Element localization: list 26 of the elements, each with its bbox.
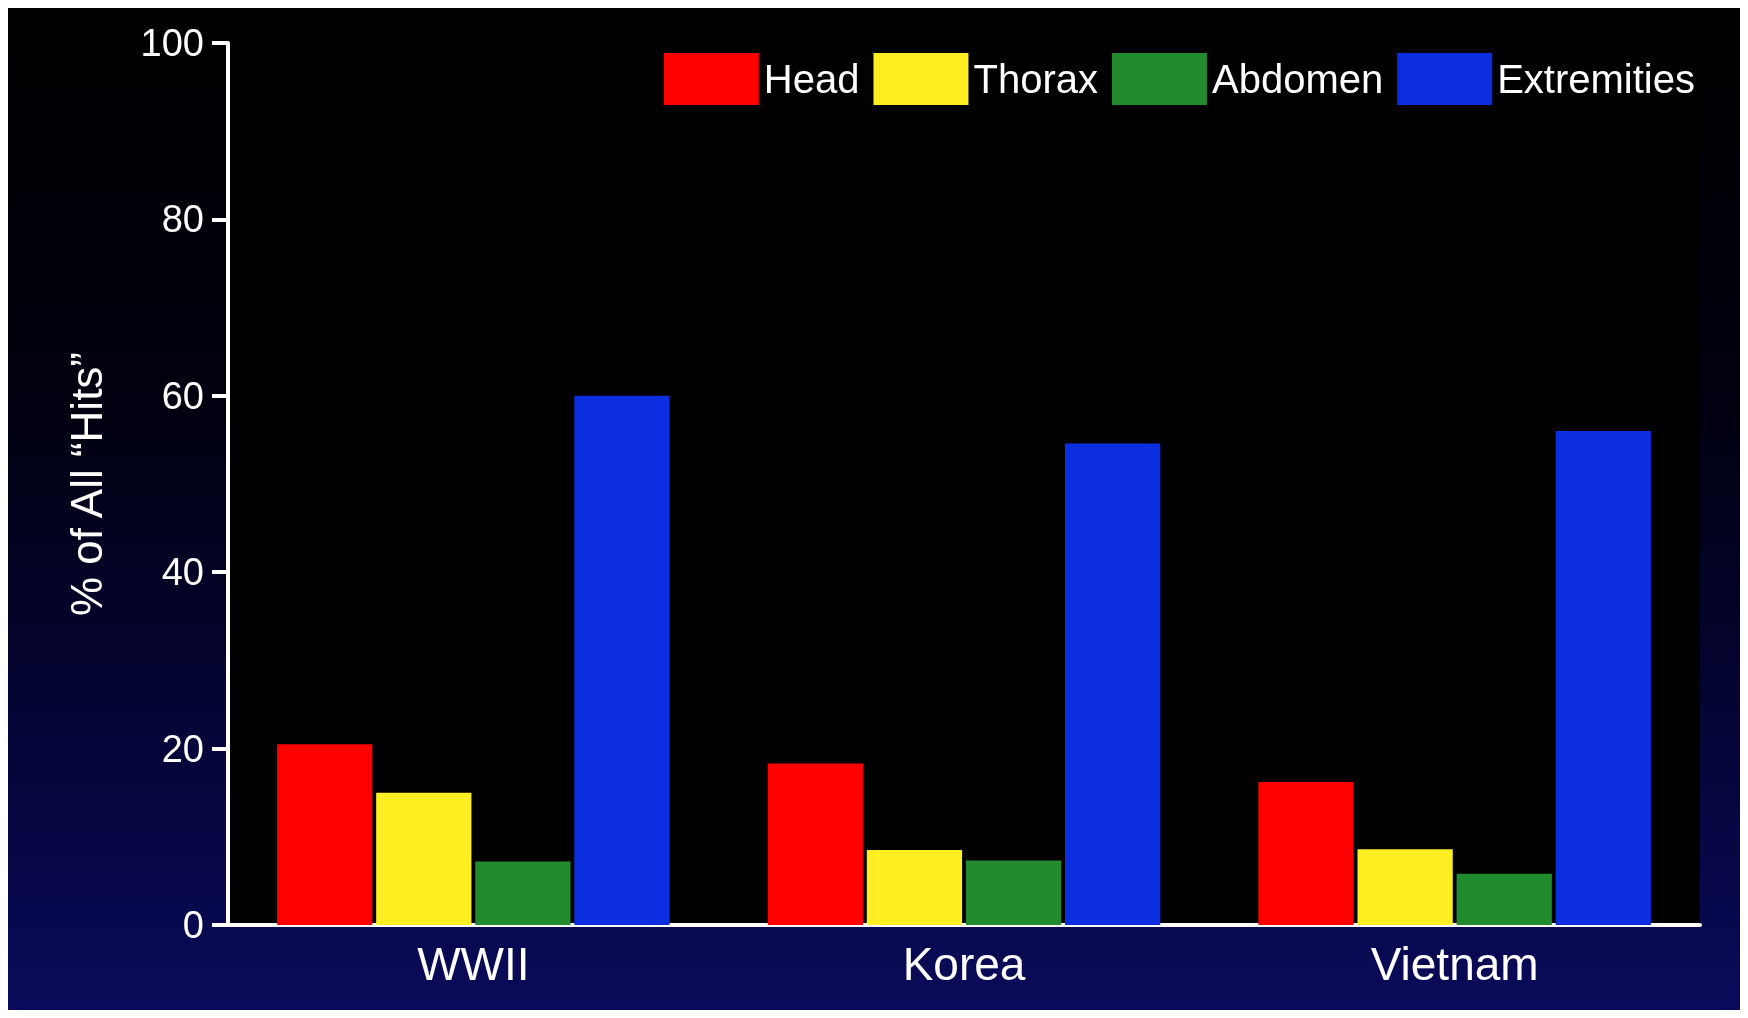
legend-label: Head bbox=[763, 57, 860, 101]
bar bbox=[866, 850, 963, 925]
bar bbox=[277, 744, 373, 925]
x-tick-label: Vietnam bbox=[1370, 938, 1539, 990]
bar bbox=[767, 763, 864, 925]
y-tick-label: 60 bbox=[161, 374, 204, 417]
legend-label: Abdomen bbox=[1211, 57, 1384, 101]
bar bbox=[1258, 782, 1354, 925]
y-tick-label: 20 bbox=[161, 727, 204, 770]
legend-label: Thorax bbox=[973, 57, 1098, 101]
y-tick-label: 80 bbox=[161, 198, 204, 241]
bar bbox=[1456, 873, 1552, 925]
bar bbox=[1064, 443, 1161, 925]
bar bbox=[1357, 849, 1453, 925]
bar bbox=[376, 792, 472, 925]
y-axis-title: % of All “Hits” bbox=[61, 351, 111, 617]
bar bbox=[475, 861, 571, 925]
y-tick-label: 40 bbox=[161, 551, 204, 594]
x-tick-label: Korea bbox=[902, 938, 1026, 990]
bar bbox=[574, 395, 670, 925]
bar bbox=[965, 860, 1062, 925]
x-tick-label: WWII bbox=[417, 938, 530, 990]
y-tick-label: 0 bbox=[182, 904, 204, 946]
bar bbox=[1555, 431, 1651, 925]
legend-label: Extremities bbox=[1497, 57, 1695, 101]
y-tick-label: 100 bbox=[140, 22, 204, 64]
